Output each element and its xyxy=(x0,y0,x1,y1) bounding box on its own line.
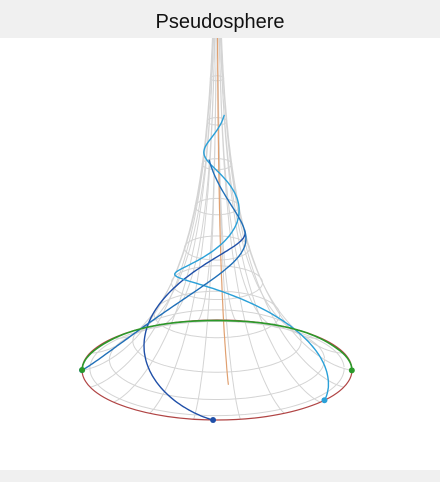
figure-title: Pseudosphere xyxy=(155,11,285,33)
geodesic-dark xyxy=(143,229,246,421)
plot-background xyxy=(0,38,440,470)
curves xyxy=(79,38,355,423)
green-end xyxy=(348,367,355,374)
geodesic-light-start xyxy=(321,397,328,404)
parallel xyxy=(171,265,263,300)
parallel xyxy=(132,309,302,373)
parallel xyxy=(206,117,228,126)
geodesic-mid xyxy=(81,159,247,371)
meridian xyxy=(193,38,217,323)
parallel xyxy=(201,158,233,171)
green-curve xyxy=(81,319,353,371)
plot-area xyxy=(0,38,440,470)
parallel xyxy=(153,290,281,339)
parallel xyxy=(183,235,251,261)
geodesic-light xyxy=(173,114,330,401)
parallel xyxy=(209,75,225,82)
geodesic-dark-start xyxy=(210,416,217,423)
green-start xyxy=(79,366,86,373)
meridian-geodesic xyxy=(216,38,229,385)
